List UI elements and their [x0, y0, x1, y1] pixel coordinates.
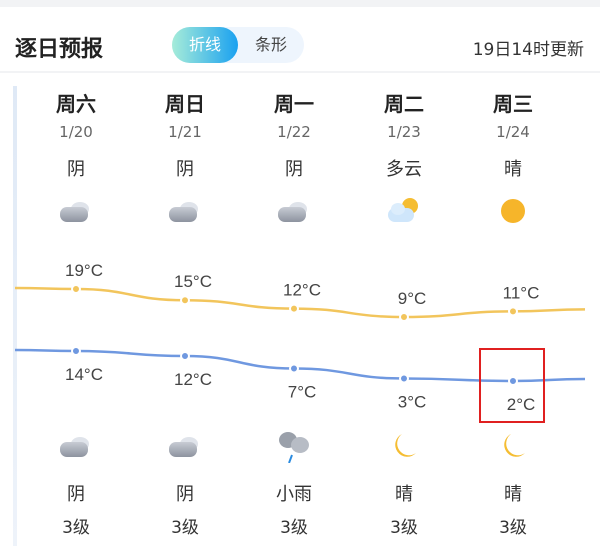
- date: 1/22: [277, 123, 311, 141]
- wind-level: 3级: [62, 518, 90, 538]
- tab-line[interactable]: 折线: [172, 27, 238, 63]
- day-cloudy-icon: [274, 196, 314, 226]
- low-temp-label: 14°C: [65, 365, 103, 384]
- day-weather: 阴: [176, 159, 194, 180]
- wind-level: 3级: [390, 518, 418, 538]
- day-sun-icon: [493, 196, 533, 226]
- day-weather: 阴: [285, 159, 303, 180]
- section-title: 逐日预报: [15, 37, 104, 62]
- date: 1/23: [387, 123, 421, 141]
- scroll-edge: [13, 86, 17, 546]
- day-name: 周三: [493, 92, 533, 116]
- tab-bar[interactable]: 条形: [254, 35, 287, 54]
- night-cloudy-icon: [165, 431, 205, 461]
- day-cloudy-icon: [165, 196, 205, 226]
- high-temp-label: 19°C: [65, 261, 103, 280]
- day-weather: 多云: [386, 159, 422, 180]
- header: 逐日预报 折线 条形 19日14时更新: [0, 7, 600, 73]
- day-name: 周一: [274, 92, 314, 116]
- wind-level: 3级: [499, 518, 527, 538]
- low-temp-point: [399, 373, 409, 384]
- selection-box: [479, 348, 545, 423]
- night-weather: 小雨: [276, 484, 312, 505]
- wind-level: 3级: [280, 518, 308, 538]
- low-temp-point: [180, 351, 190, 361]
- day-name: 周二: [384, 92, 424, 116]
- day-partly-cloudy-icon: [384, 196, 424, 226]
- low-temp-label: 3°C: [398, 393, 427, 412]
- date: 1/20: [59, 123, 93, 141]
- high-temp-label: 15°C: [174, 272, 212, 291]
- low-temp-label: 7°C: [288, 383, 317, 402]
- night-weather: 晴: [395, 484, 413, 505]
- day-name: 周日: [165, 92, 205, 116]
- high-temp-point: [399, 312, 409, 322]
- high-temp-label: 12°C: [283, 281, 321, 300]
- update-time: 19日14时更新: [472, 40, 584, 60]
- low-temp-point: [508, 376, 518, 386]
- high-temp-point: [508, 306, 518, 317]
- high-temp-point: [289, 303, 299, 314]
- night-moon-icon: [384, 431, 424, 461]
- wind-level: 3级: [171, 518, 199, 538]
- day-cloudy-icon: [56, 196, 96, 226]
- night-weather: 阴: [176, 484, 194, 505]
- low-temp-label: 2°C: [507, 395, 536, 414]
- high-temp-point: [180, 295, 190, 306]
- low-temp-label: 12°C: [174, 370, 212, 389]
- night-light-rain-icon: [274, 431, 314, 464]
- day-name: 周六: [56, 92, 96, 116]
- day-weather: 阴: [67, 159, 85, 180]
- night-weather: 晴: [504, 484, 522, 505]
- night-moon-icon: [493, 431, 533, 461]
- night-weather: 阴: [67, 484, 85, 505]
- night-cloudy-icon: [56, 431, 96, 461]
- day-weather: 晴: [504, 159, 522, 180]
- high-temp-label: 11°C: [503, 283, 540, 302]
- low-temp-point: [289, 363, 299, 374]
- date: 1/24: [496, 123, 530, 141]
- top-strip: [0, 0, 600, 7]
- date: 1/21: [168, 123, 202, 141]
- view-toggle[interactable]: 折线 条形: [172, 27, 304, 63]
- low-temp-point: [71, 346, 81, 356]
- high-temp-point: [71, 284, 81, 294]
- high-temp-label: 9°C: [398, 289, 427, 308]
